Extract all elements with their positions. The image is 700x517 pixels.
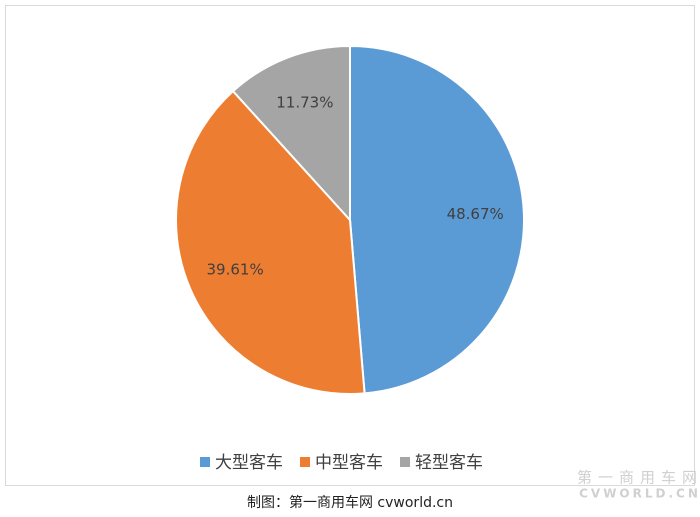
pie-slice xyxy=(231,44,351,223)
legend-swatch xyxy=(300,457,310,467)
legend-swatch xyxy=(400,457,410,467)
watermark: 第一商用车网 xyxy=(577,469,700,487)
data-label: 11.73% xyxy=(276,94,333,112)
legend-label: 大型客车 xyxy=(215,453,283,473)
data-label: 48.67% xyxy=(447,205,504,223)
data-label: 39.61% xyxy=(207,260,264,278)
pie-slice xyxy=(175,89,366,395)
legend-label: 轻型客车 xyxy=(415,453,483,473)
pie-slice xyxy=(349,44,525,395)
watermark: CVWORLD.CN xyxy=(579,487,700,501)
legend-swatch xyxy=(200,457,210,467)
legend-label: 中型客车 xyxy=(315,453,383,473)
caption: 制图：第一商用车网 cvworld.cn xyxy=(247,494,453,511)
